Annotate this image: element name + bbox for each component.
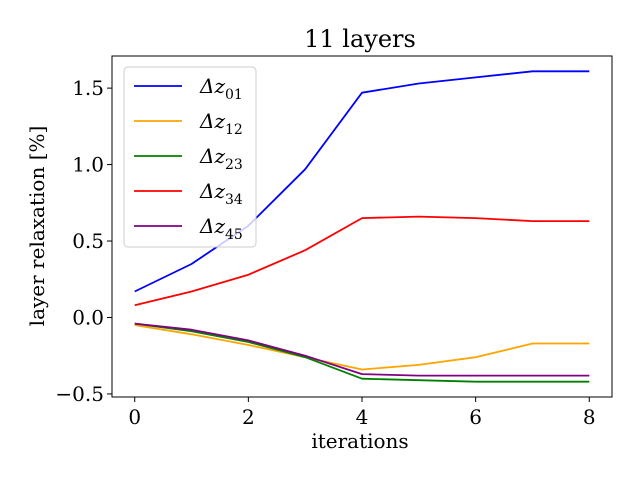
plot-lines [134,70,590,383]
series-line-45 [134,322,590,377]
y-tick-label: 1.0 [72,153,104,177]
legend-label-01: Δz01 [199,74,243,103]
legend-label-23: Δz23 [199,144,243,173]
y-tick-label: 1.5 [72,76,104,100]
y-axis-label: layer relaxation [%] [25,126,49,327]
series-line-34 [134,215,590,307]
x-axis: 0 2 4 6 8 [128,397,596,429]
series-line-23 [134,322,590,383]
y-tick-label: −0.5 [55,382,104,406]
x-tick-label: 4 [356,405,369,429]
chart-title: 11 layers [304,25,416,53]
y-tick-label: 0.0 [72,305,104,329]
legend-box [123,66,257,248]
legend-label-34: Δz34 [199,179,243,208]
series-line-01 [134,70,590,293]
legend-label-45: Δz45 [199,214,243,243]
y-axis: −0.5 0.0 0.5 1.0 1.5 [55,76,112,406]
x-tick-label: 6 [469,405,482,429]
x-tick-label: 8 [583,405,596,429]
x-tick-label: 0 [128,405,141,429]
x-axis-label: iterations [311,429,408,453]
y-tick-label: 0.5 [72,229,104,253]
x-tick-label: 2 [242,405,255,429]
legend-label-12: Δz12 [199,109,243,138]
series-line-12 [134,324,590,371]
legend: Δz01 Δz12 Δz23 Δz34 Δz45 [123,66,257,248]
